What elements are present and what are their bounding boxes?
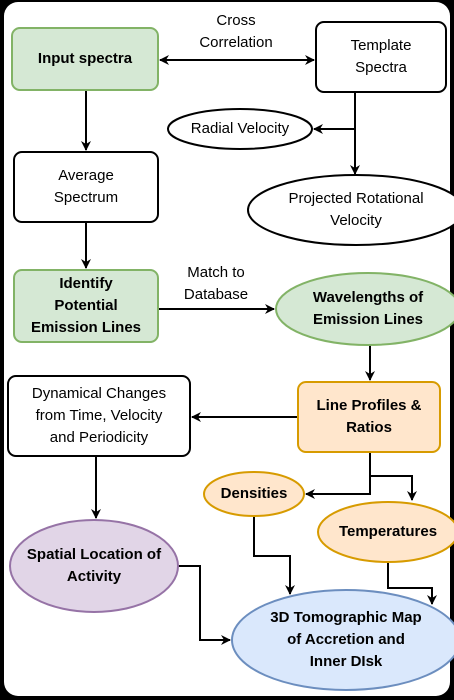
node-label: Inner DIsk <box>310 653 383 670</box>
node-box <box>297 381 441 453</box>
edge <box>253 516 295 595</box>
node-ellipse <box>317 501 454 563</box>
node: Spatial Location of Activity <box>9 519 179 613</box>
node-label: Average <box>58 167 114 184</box>
edge <box>178 565 231 645</box>
node-ellipse <box>167 108 313 150</box>
node-label: Spectra <box>355 59 407 76</box>
node: Line Profiles & Ratios <box>297 381 441 453</box>
node: Input spectra <box>11 27 159 91</box>
node-label: and Periodicity <box>50 429 149 446</box>
node: Template Spectra <box>315 21 447 93</box>
node-label: of Accretion and <box>287 631 405 648</box>
node: Dynamical Changes from Time, Velocity and … <box>7 375 191 457</box>
node-ellipse <box>247 174 454 246</box>
node-box <box>11 27 159 91</box>
node-ellipse <box>275 272 454 346</box>
node-label: Spectrum <box>54 189 118 206</box>
node-label: Emission Lines <box>31 319 141 336</box>
node-ellipse <box>231 589 454 691</box>
node-ellipse <box>203 471 305 517</box>
node-label: Spatial Location of <box>27 546 162 563</box>
node-label: from Time, Velocity <box>36 407 163 424</box>
node-label: Emission Lines <box>313 311 423 328</box>
edge <box>370 475 417 501</box>
node: Identify Potential Emission Lines <box>13 269 159 343</box>
node-label: Potential <box>54 297 117 314</box>
node-label: Radial Velocity <box>191 120 290 137</box>
node-label: Dynamical Changes <box>32 385 166 402</box>
node-label: Activity <box>67 568 122 585</box>
edge <box>387 562 437 605</box>
edge-label: Correlation <box>199 34 272 51</box>
node: 3D Tomographic Map of Accretion and Inner … <box>231 589 454 691</box>
node-label: Ratios <box>346 419 392 436</box>
node-box <box>7 375 191 457</box>
node-box <box>13 269 159 343</box>
node: Average Spectrum <box>13 151 159 223</box>
edge <box>305 452 371 499</box>
edges <box>81 55 437 645</box>
node-label: Template <box>351 37 412 54</box>
node-box <box>315 21 447 93</box>
node-label: Wavelengths of <box>313 289 424 306</box>
node-label: Projected Rotational <box>288 190 423 207</box>
node-label: Velocity <box>330 212 382 229</box>
node-label: Line Profiles & <box>316 397 421 414</box>
node: Radial Velocity <box>167 108 313 150</box>
node-label: Identify <box>59 275 113 292</box>
node: Temperatures <box>317 501 454 563</box>
node-label: Input spectra <box>38 50 133 67</box>
edge-label: Match to <box>187 264 245 281</box>
node-label: Temperatures <box>339 523 437 540</box>
node: Densities <box>203 471 305 517</box>
edge-label: Cross <box>216 12 255 29</box>
node-label: 3D Tomographic Map <box>270 609 421 626</box>
node: Projected Rotational Velocity <box>247 174 454 246</box>
node-box <box>13 151 159 223</box>
node-ellipse <box>9 519 179 613</box>
node-label: Densities <box>221 485 288 502</box>
node: Wavelengths of Emission Lines <box>275 272 454 346</box>
edge-label: Database <box>184 286 248 303</box>
